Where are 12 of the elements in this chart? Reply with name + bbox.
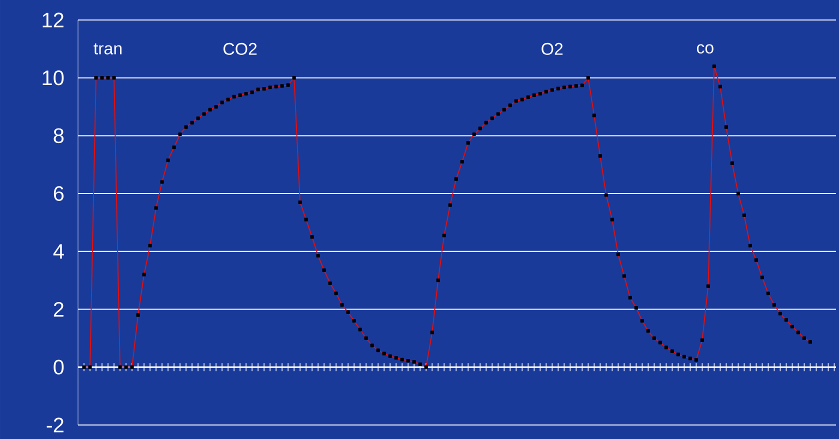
y-tick-label: 6 xyxy=(54,186,64,201)
y-tick-label: 2 xyxy=(54,302,64,317)
annotation: O2 xyxy=(542,42,563,55)
annotation: tran xyxy=(94,43,122,54)
annotation: co xyxy=(696,44,714,54)
y-tick-label: 4 xyxy=(53,244,64,259)
y-tick-label: -2 xyxy=(46,418,64,432)
annotation: CO2 xyxy=(224,42,257,55)
y-tick-label: 8 xyxy=(54,128,64,144)
y-tick-label: 0 xyxy=(54,360,64,375)
y-tick-label: 12 xyxy=(42,12,64,28)
y-tick-label: 10 xyxy=(42,70,64,86)
